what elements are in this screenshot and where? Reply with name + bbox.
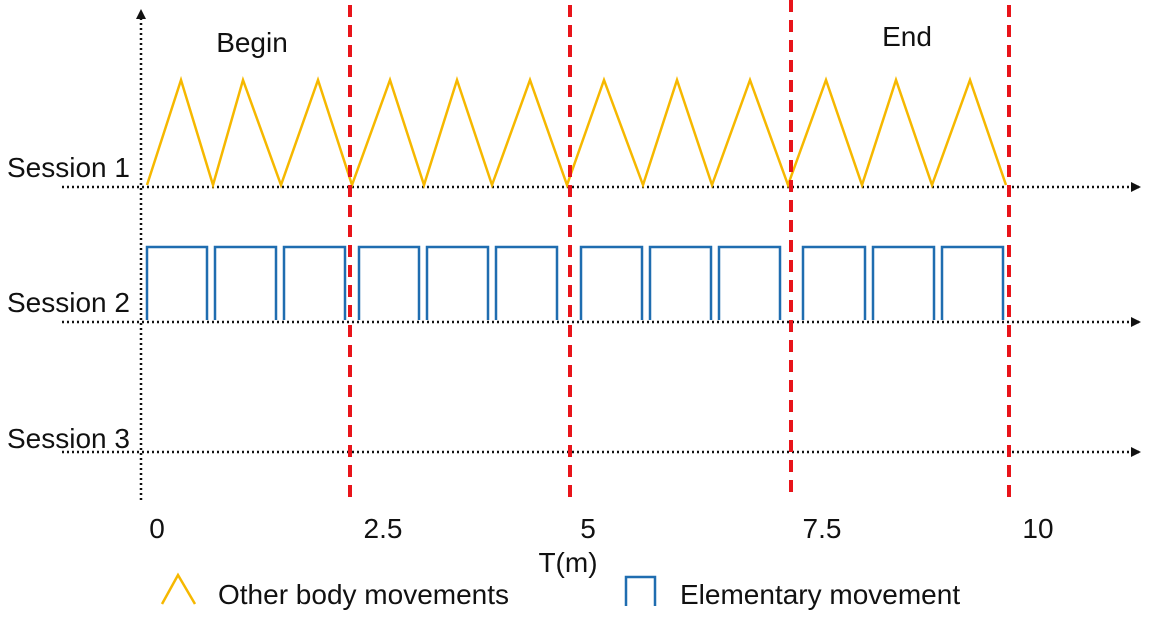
tick-label: 10	[1022, 513, 1053, 544]
session-1-label: Session 1	[7, 152, 130, 183]
tick-label: 0	[149, 513, 165, 544]
x-axis-title: T(m)	[538, 547, 597, 578]
legend: Other body movements Elementary movement	[160, 572, 960, 610]
legend-label-elementary-movement: Elementary movement	[680, 579, 960, 610]
session-2-label: Session 2	[7, 287, 130, 318]
triangle-wave-icon	[160, 572, 197, 605]
session-3-label: Session 3	[7, 423, 130, 454]
tick-label: 5	[580, 513, 596, 544]
square-wave-icon	[624, 575, 657, 606]
other-body-movements-wave	[145, 75, 1008, 190]
end-label: End	[882, 21, 932, 52]
tick-label: 2.5	[364, 513, 403, 544]
legend-label-other-body-movements: Other body movements	[218, 579, 509, 610]
begin-label: Begin	[216, 27, 288, 58]
tick-label: 7.5	[803, 513, 842, 544]
elementary-movement-wave	[145, 245, 1005, 320]
